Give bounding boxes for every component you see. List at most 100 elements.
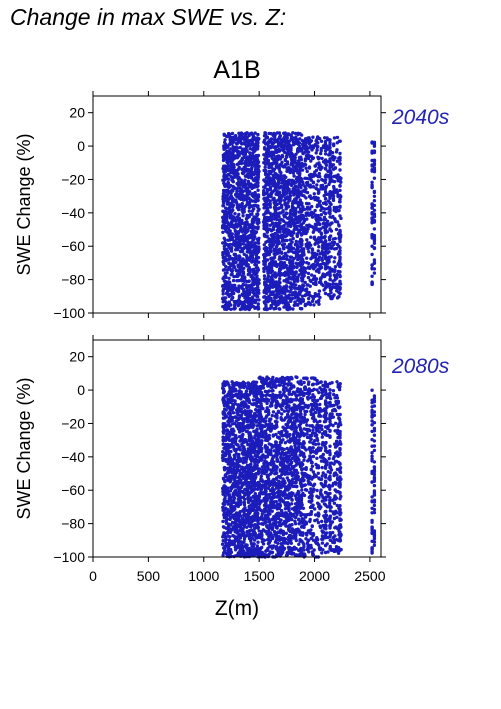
data-point	[243, 224, 247, 228]
data-point	[332, 205, 336, 210]
data-point	[242, 242, 246, 246]
data-point	[242, 404, 247, 408]
data-point	[372, 150, 377, 155]
data-point	[245, 246, 250, 251]
data-point	[307, 165, 312, 169]
data-point	[246, 258, 251, 262]
data-point	[243, 178, 247, 182]
data-point	[333, 156, 337, 160]
data-point	[250, 240, 254, 244]
data-point	[328, 194, 332, 199]
data-point	[234, 423, 239, 428]
data-point	[320, 178, 324, 182]
data-point	[265, 295, 269, 300]
data-point	[328, 180, 332, 184]
data-point	[234, 393, 238, 398]
data-point	[271, 278, 275, 282]
data-point	[252, 282, 256, 287]
data-point	[319, 232, 324, 236]
data-point	[247, 196, 251, 200]
data-point	[262, 202, 266, 207]
data-point	[229, 418, 233, 423]
data-point	[285, 238, 289, 243]
data-point	[314, 241, 318, 245]
data-point	[298, 190, 303, 194]
data-point	[309, 279, 313, 284]
data-point	[221, 155, 226, 159]
data-point	[232, 253, 237, 257]
data-point	[323, 250, 328, 254]
data-point	[242, 510, 246, 514]
data-point	[225, 243, 229, 247]
data-point	[254, 197, 258, 201]
data-point	[231, 145, 235, 149]
data-point	[249, 252, 253, 256]
data-point	[229, 292, 233, 296]
data-point	[239, 238, 243, 243]
data-point	[299, 201, 303, 205]
data-point	[254, 440, 258, 445]
data-point	[255, 155, 259, 159]
data-point	[225, 196, 229, 201]
data-point	[331, 167, 336, 171]
data-point	[242, 289, 246, 293]
data-point	[247, 223, 252, 227]
data-point	[285, 254, 289, 258]
data-point	[256, 204, 260, 208]
data-point	[295, 168, 299, 172]
data-point	[337, 224, 341, 228]
data-point	[252, 207, 256, 211]
data-point	[303, 280, 307, 285]
data-point	[276, 222, 281, 226]
data-point	[289, 233, 294, 238]
data-point	[328, 211, 332, 216]
data-point	[237, 284, 241, 288]
data-point	[227, 391, 231, 395]
data-point	[255, 427, 259, 432]
data-point	[243, 204, 247, 209]
data-point	[237, 495, 241, 499]
data-point	[278, 298, 282, 302]
data-point	[234, 149, 238, 153]
data-point	[233, 517, 238, 522]
data-point	[338, 214, 342, 218]
data-point	[231, 278, 236, 283]
data-point	[307, 202, 311, 206]
points-2040s	[220, 131, 377, 312]
data-point	[251, 457, 255, 461]
data-point	[226, 267, 230, 272]
data-point	[335, 176, 339, 180]
data-point	[298, 164, 302, 168]
data-point	[230, 162, 234, 166]
data-point	[338, 193, 342, 197]
data-point	[323, 178, 328, 182]
data-point	[242, 245, 247, 250]
data-point	[240, 267, 244, 272]
data-point	[232, 198, 236, 202]
data-point	[281, 174, 286, 178]
data-point	[229, 547, 233, 552]
data-point	[223, 494, 227, 499]
data-point	[296, 231, 300, 236]
data-point	[295, 175, 299, 180]
data-point	[370, 185, 374, 190]
data-point	[278, 200, 282, 205]
data-point	[290, 178, 294, 182]
data-point	[262, 190, 266, 195]
data-point	[256, 540, 260, 544]
data-point	[237, 175, 241, 180]
data-point	[230, 178, 234, 182]
data-point	[254, 380, 259, 384]
data-point	[223, 240, 227, 245]
data-point	[235, 187, 239, 191]
data-point	[317, 302, 321, 306]
data-point	[231, 513, 235, 518]
data-point	[302, 194, 306, 198]
data-point	[301, 145, 306, 150]
data-point	[281, 286, 285, 290]
data-point	[275, 251, 279, 256]
data-point	[272, 196, 276, 200]
data-point	[319, 217, 323, 221]
data-point	[238, 183, 242, 187]
